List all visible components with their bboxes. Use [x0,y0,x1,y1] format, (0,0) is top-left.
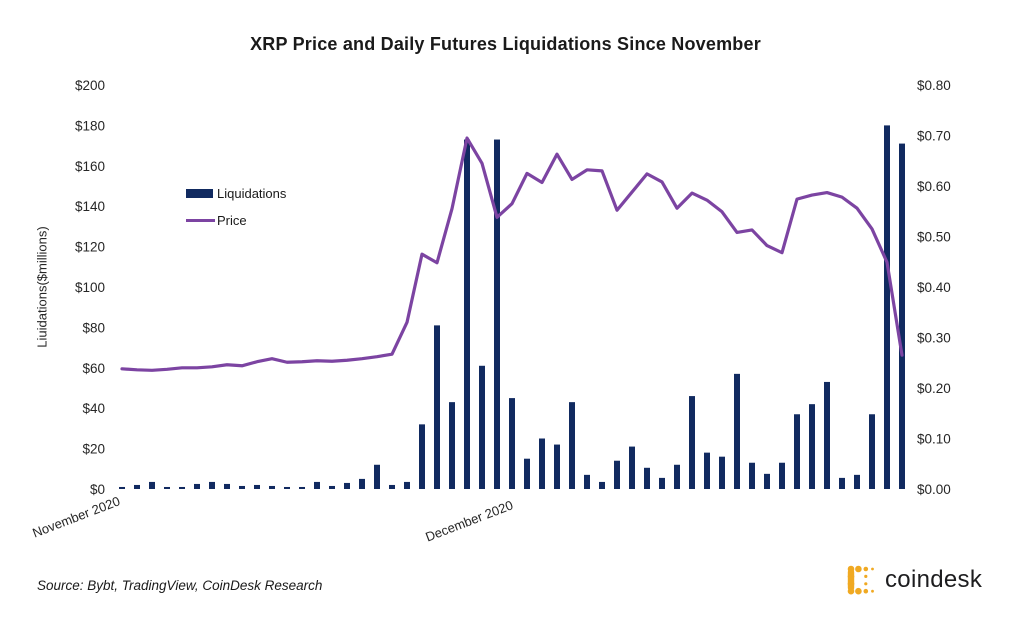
source-note: Source: Bybt, TradingView, CoinDesk Rese… [37,578,323,593]
liquidation-bar [674,464,680,489]
liquidation-bar [464,139,470,490]
liquidation-bar [779,462,785,489]
liquidation-bar [179,486,185,489]
liquidation-bar [254,484,260,489]
liquidation-bar [884,125,890,490]
liquidation-bar [209,481,215,489]
coindesk-logo: coindesk [846,563,982,597]
svg-text:$200: $200 [75,78,105,93]
liquidation-bar [614,460,620,489]
liquidation-bar [494,139,500,490]
svg-text:$60: $60 [82,361,105,376]
liquidation-bar [239,485,245,489]
liquidation-bar [524,458,530,489]
liquidation-bar [824,381,830,489]
svg-text:$0.50: $0.50 [917,230,951,245]
svg-text:$0.20: $0.20 [917,381,951,396]
svg-text:$20: $20 [82,442,105,457]
liquidation-bar [704,452,710,489]
liquidation-bar [839,477,845,489]
liquidation-bar [164,486,170,489]
svg-text:$120: $120 [75,240,105,255]
liquidation-bar [599,481,605,489]
price-swatch-icon [186,218,215,222]
liquidation-bar [509,398,515,489]
liquidation-bar [734,373,740,489]
liquidation-bar [719,456,725,489]
liquidation-bar [389,484,395,489]
liquidation-bar [449,402,455,489]
coindesk-logo-text: coindesk [885,566,983,593]
liquidation-bar [764,473,770,489]
liquidation-bar [659,477,665,489]
liquidation-bar [374,464,380,489]
svg-text:$0.00: $0.00 [917,482,951,497]
svg-text:$80: $80 [82,320,105,335]
liquidation-bar [419,424,425,489]
liquidation-bar [854,474,860,489]
liquidation-bar [269,485,275,489]
liquidation-bar [344,482,350,489]
chart-legend: Liquidations Price [186,184,286,238]
svg-text:$0: $0 [90,482,105,497]
legend-item-liquidations: Liquidations [186,184,286,202]
chart-title: XRP Price and Daily Futures Liquidations… [250,34,761,54]
liquidations-swatch-icon [186,188,213,198]
liquidation-bar [404,481,410,489]
liquidation-bar [479,365,485,489]
svg-text:$140: $140 [75,199,105,214]
liquidation-bar [899,143,905,489]
liquidation-bar [314,481,320,489]
svg-text:$0.10: $0.10 [917,432,951,447]
svg-text:$40: $40 [82,401,105,416]
svg-text:$0.40: $0.40 [917,280,951,295]
svg-text:$0.30: $0.30 [917,331,951,346]
svg-text:$160: $160 [75,159,105,174]
svg-text:$100: $100 [75,280,105,295]
liquidation-bar [359,478,365,489]
liquidation-bar [809,404,815,489]
liquidation-bar [284,486,290,489]
liquidation-bar [584,474,590,489]
liquidation-bar [539,438,545,489]
svg-text:$0.80: $0.80 [917,78,951,93]
liquidation-bar [299,486,305,489]
liquidation-bar [749,462,755,489]
svg-text:$0.60: $0.60 [917,179,951,194]
liquidation-bar [134,484,140,489]
liquidation-bar [434,325,440,489]
liquidation-bar [149,481,155,489]
svg-text:$180: $180 [75,118,105,133]
legend-label-price: Price [217,212,247,228]
liquidation-bar [224,483,230,489]
liquidation-bar [329,485,335,489]
coindesk-logo-mark-icon [847,565,874,595]
liquidation-bar [119,486,125,489]
legend-label-liquidations: Liquidations [217,185,287,201]
liquidation-bar [689,396,695,489]
liquidation-bar [554,444,560,489]
price-line [120,136,904,372]
liquidation-bar [869,414,875,489]
liquidation-bar [569,402,575,489]
liquidation-bar [794,414,800,489]
liquidation-bar [629,446,635,489]
svg-text:$0.70: $0.70 [917,129,951,144]
liquidation-bar [194,483,200,489]
liquidation-bar [644,467,650,489]
legend-item-price: Price [186,211,286,229]
